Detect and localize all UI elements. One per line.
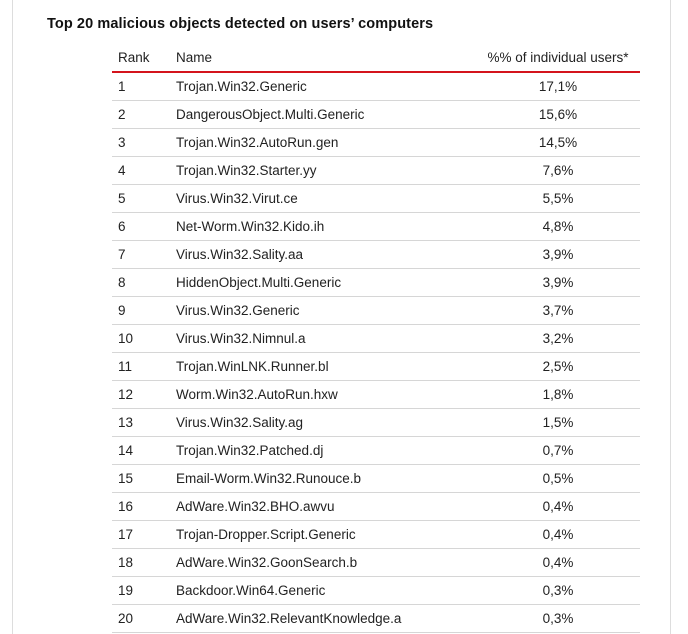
table-title: Top 20 malicious objects detected on use… bbox=[47, 16, 434, 32]
name-cell: DangerousObject.Multi.Generic bbox=[176, 100, 476, 129]
name-cell: Net-Worm.Win32.Kido.ih bbox=[176, 212, 476, 241]
table-row: 19 Backdoor.Win64.Generic 0,3% bbox=[112, 576, 640, 605]
percent-cell: 1,5% bbox=[476, 408, 640, 437]
name-cell: Virus.Win32.Generic bbox=[176, 296, 476, 325]
rank-cell: 3 bbox=[112, 128, 176, 157]
name-cell: Backdoor.Win64.Generic bbox=[176, 576, 476, 605]
rank-column-header: Rank bbox=[112, 43, 176, 73]
percent-cell: 1,8% bbox=[476, 380, 640, 409]
rank-cell: 16 bbox=[112, 492, 176, 521]
table-row: 16 AdWare.Win32.BHO.awvu 0,4% bbox=[112, 492, 640, 521]
clipped-previous-text bbox=[150, 0, 490, 3]
percent-cell: 14,5% bbox=[476, 128, 640, 157]
rank-cell: 20 bbox=[112, 604, 176, 633]
table-row: 9 Virus.Win32.Generic 3,7% bbox=[112, 296, 640, 325]
rank-cell: 12 bbox=[112, 380, 176, 409]
malicious-objects-table: Rank Name %% of individual users* 1 Troj… bbox=[112, 43, 640, 633]
table-header-row: Rank Name %% of individual users* bbox=[112, 43, 640, 73]
name-cell: Virus.Win32.Sality.aa bbox=[176, 240, 476, 269]
table-row: 3 Trojan.Win32.AutoRun.gen 14,5% bbox=[112, 128, 640, 157]
name-cell: AdWare.Win32.RelevantKnowledge.a bbox=[176, 604, 476, 633]
name-cell: Trojan.WinLNK.Runner.bl bbox=[176, 352, 476, 381]
table-row: 6 Net-Worm.Win32.Kido.ih 4,8% bbox=[112, 212, 640, 241]
name-cell: Email-Worm.Win32.Runouce.b bbox=[176, 464, 476, 493]
table-row: 4 Trojan.Win32.Starter.yy 7,6% bbox=[112, 156, 640, 185]
table-row: 20 AdWare.Win32.RelevantKnowledge.a 0,3% bbox=[112, 604, 640, 633]
name-cell: Trojan.Win32.Starter.yy bbox=[176, 156, 476, 185]
name-cell: AdWare.Win32.BHO.awvu bbox=[176, 492, 476, 521]
table-row: 5 Virus.Win32.Virut.ce 5,5% bbox=[112, 184, 640, 213]
rank-cell: 14 bbox=[112, 436, 176, 465]
name-cell: Worm.Win32.AutoRun.hxw bbox=[176, 380, 476, 409]
table-row: 7 Virus.Win32.Sality.aa 3,9% bbox=[112, 240, 640, 269]
page-left-border bbox=[12, 0, 13, 634]
percent-cell: 3,9% bbox=[476, 268, 640, 297]
table-row: 8 HiddenObject.Multi.Generic 3,9% bbox=[112, 268, 640, 297]
table-row: 12 Worm.Win32.AutoRun.hxw 1,8% bbox=[112, 380, 640, 409]
percent-cell: 3,7% bbox=[476, 296, 640, 325]
table-row: 1 Trojan.Win32.Generic 17,1% bbox=[112, 72, 640, 101]
rank-cell: 1 bbox=[112, 72, 176, 101]
rank-cell: 8 bbox=[112, 268, 176, 297]
name-cell: Virus.Win32.Virut.ce bbox=[176, 184, 476, 213]
table-row: 2 DangerousObject.Multi.Generic 15,6% bbox=[112, 100, 640, 129]
name-cell: AdWare.Win32.GoonSearch.b bbox=[176, 548, 476, 577]
percent-cell: 0,4% bbox=[476, 548, 640, 577]
percent-column-header: %% of individual users* bbox=[476, 43, 640, 73]
rank-cell: 17 bbox=[112, 520, 176, 549]
rank-cell: 11 bbox=[112, 352, 176, 381]
rank-cell: 4 bbox=[112, 156, 176, 185]
percent-cell: 7,6% bbox=[476, 156, 640, 185]
page-right-border bbox=[670, 0, 671, 634]
percent-cell: 0,7% bbox=[476, 436, 640, 465]
percent-cell: 3,9% bbox=[476, 240, 640, 269]
name-cell: Trojan.Win32.Generic bbox=[176, 72, 476, 101]
percent-cell: 0,4% bbox=[476, 520, 640, 549]
percent-cell: 0,3% bbox=[476, 576, 640, 605]
rank-cell: 6 bbox=[112, 212, 176, 241]
table-row: 17 Trojan-Dropper.Script.Generic 0,4% bbox=[112, 520, 640, 549]
table-row: 10 Virus.Win32.Nimnul.a 3,2% bbox=[112, 324, 640, 353]
rank-cell: 7 bbox=[112, 240, 176, 269]
percent-cell: 5,5% bbox=[476, 184, 640, 213]
table-row: 15 Email-Worm.Win32.Runouce.b 0,5% bbox=[112, 464, 640, 493]
table-row: 13 Virus.Win32.Sality.ag 1,5% bbox=[112, 408, 640, 437]
name-cell: Virus.Win32.Sality.ag bbox=[176, 408, 476, 437]
rank-cell: 13 bbox=[112, 408, 176, 437]
percent-cell: 0,3% bbox=[476, 604, 640, 633]
percent-cell: 2,5% bbox=[476, 352, 640, 381]
name-cell: HiddenObject.Multi.Generic bbox=[176, 268, 476, 297]
rank-cell: 2 bbox=[112, 100, 176, 129]
percent-cell: 4,8% bbox=[476, 212, 640, 241]
percent-cell: 0,5% bbox=[476, 464, 640, 493]
rank-cell: 15 bbox=[112, 464, 176, 493]
name-cell: Trojan.Win32.AutoRun.gen bbox=[176, 128, 476, 157]
table-row: 18 AdWare.Win32.GoonSearch.b 0,4% bbox=[112, 548, 640, 577]
table-row: 11 Trojan.WinLNK.Runner.bl 2,5% bbox=[112, 352, 640, 381]
percent-cell: 15,6% bbox=[476, 100, 640, 129]
name-column-header: Name bbox=[176, 43, 476, 73]
percent-cell: 0,4% bbox=[476, 492, 640, 521]
rank-cell: 5 bbox=[112, 184, 176, 213]
rank-cell: 18 bbox=[112, 548, 176, 577]
rank-cell: 19 bbox=[112, 576, 176, 605]
name-cell: Trojan-Dropper.Script.Generic bbox=[176, 520, 476, 549]
percent-cell: 17,1% bbox=[476, 72, 640, 101]
percent-cell: 3,2% bbox=[476, 324, 640, 353]
rank-cell: 9 bbox=[112, 296, 176, 325]
name-cell: Trojan.Win32.Patched.dj bbox=[176, 436, 476, 465]
rank-cell: 10 bbox=[112, 324, 176, 353]
table-row: 14 Trojan.Win32.Patched.dj 0,7% bbox=[112, 436, 640, 465]
name-cell: Virus.Win32.Nimnul.a bbox=[176, 324, 476, 353]
